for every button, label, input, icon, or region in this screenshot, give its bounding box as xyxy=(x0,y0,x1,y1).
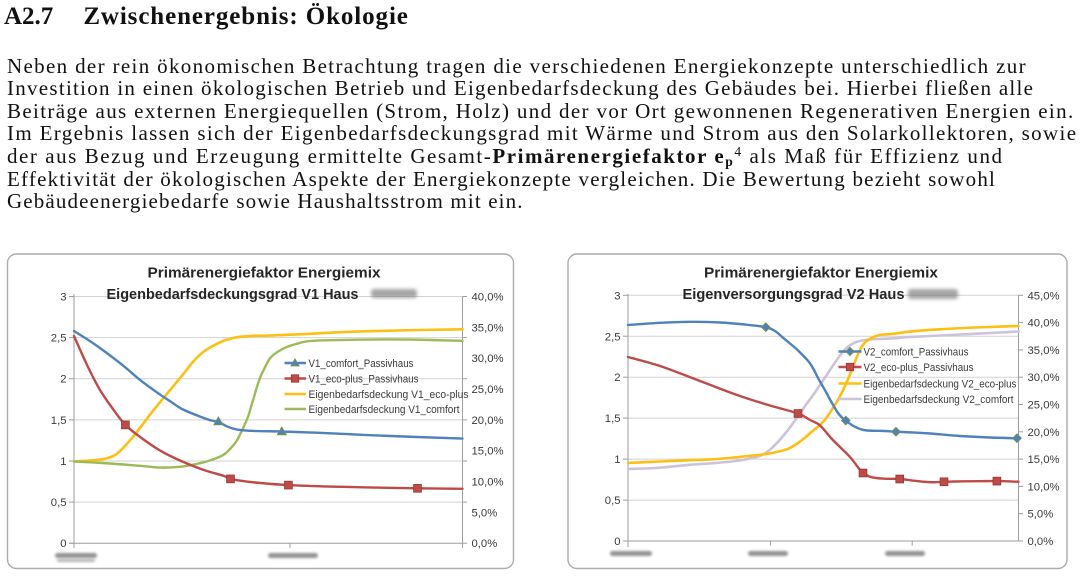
svg-text:20,0%: 20,0% xyxy=(1028,427,1060,439)
svg-text:Primärenergiefaktor Energiemix: Primärenergiefaktor Energiemix xyxy=(704,265,939,282)
svg-text:Eigenbedarfsdeckung V2_eco-plu: Eigenbedarfsdeckung V2_eco-plus xyxy=(864,379,1017,391)
svg-text:0,5: 0,5 xyxy=(51,497,67,509)
svg-text:5,0%: 5,0% xyxy=(472,507,498,519)
svg-text:0,0%: 0,0% xyxy=(1028,536,1054,548)
svg-text:Eigenbedarfsdeckung V1_comfort: Eigenbedarfsdeckung V1_comfort xyxy=(309,404,461,416)
svg-text:Eigenversorgungsgrad V2 Haus: Eigenversorgungsgrad V2 Haus xyxy=(683,286,905,303)
svg-text:45,0%: 45,0% xyxy=(1028,290,1060,302)
svg-text:40,0%: 40,0% xyxy=(1028,318,1060,330)
svg-text:15,0%: 15,0% xyxy=(472,446,504,458)
svg-text:40,0%: 40,0% xyxy=(472,292,504,304)
svg-text:2,5: 2,5 xyxy=(605,331,621,343)
svg-text:0: 0 xyxy=(60,538,66,550)
svg-text:0: 0 xyxy=(614,536,620,548)
svg-text:Eigenbedarfsdeckung V1_eco-plu: Eigenbedarfsdeckung V1_eco-plus xyxy=(309,389,469,401)
svg-text:Primärenergiefaktor Energiemix: Primärenergiefaktor Energiemix xyxy=(148,265,382,282)
svg-text:5,0%: 5,0% xyxy=(1028,509,1054,521)
svg-text:1: 1 xyxy=(614,454,620,466)
svg-text:35,0%: 35,0% xyxy=(472,322,504,334)
svg-text:25,0%: 25,0% xyxy=(472,384,504,396)
svg-text:2: 2 xyxy=(60,374,66,386)
svg-text:Eigenbedarfsdeckungsgrad V1 Ha: Eigenbedarfsdeckungsgrad V1 Haus xyxy=(107,286,359,303)
svg-text:1,5: 1,5 xyxy=(605,413,621,425)
svg-text:V2_eco-plus_Passivhaus: V2_eco-plus_Passivhaus xyxy=(864,362,974,374)
svg-text:30,0%: 30,0% xyxy=(1028,372,1060,384)
svg-text:0,0%: 0,0% xyxy=(472,538,498,550)
svg-text:10,0%: 10,0% xyxy=(1028,481,1060,493)
svg-text:Eigenbedarfsdeckung V2_comfort: Eigenbedarfsdeckung V2_comfort xyxy=(864,394,1015,406)
svg-text:V2_comfort_Passivhaus: V2_comfort_Passivhaus xyxy=(864,347,969,359)
svg-text:10,0%: 10,0% xyxy=(472,477,504,489)
svg-text:25,0%: 25,0% xyxy=(1028,400,1060,412)
svg-text:2,5: 2,5 xyxy=(51,333,67,345)
svg-text:V1_comfort_Passivhaus: V1_comfort_Passivhaus xyxy=(309,358,414,370)
svg-text:3: 3 xyxy=(614,290,620,302)
svg-text:1: 1 xyxy=(60,456,66,468)
svg-text:35,0%: 35,0% xyxy=(1028,345,1060,357)
svg-text:2: 2 xyxy=(614,372,620,384)
svg-text:20,0%: 20,0% xyxy=(472,415,504,427)
svg-text:30,0%: 30,0% xyxy=(472,353,504,365)
svg-text:V1_eco-plus_Passivhaus: V1_eco-plus_Passivhaus xyxy=(309,374,419,386)
svg-text:3: 3 xyxy=(60,292,66,304)
svg-text:15,0%: 15,0% xyxy=(1028,454,1060,466)
svg-text:1,5: 1,5 xyxy=(51,415,67,427)
svg-text:0,5: 0,5 xyxy=(605,495,621,507)
